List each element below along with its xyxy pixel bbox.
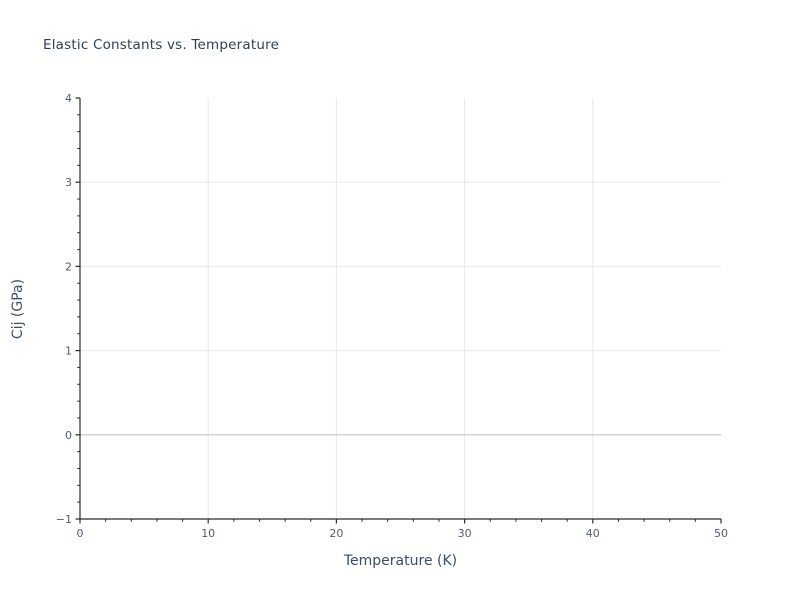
x-tick-label: 0 [77,527,84,540]
x-tick-label: 40 [586,527,600,540]
x-axis-label: Temperature (K) [343,553,458,569]
chart-title: Elastic Constants vs. Temperature [43,37,280,53]
y-axis-label: Cij (GPa) [10,278,26,340]
x-tick-label: 30 [458,527,472,540]
x-tick-label: 10 [201,527,215,540]
y-tick-label: 1 [65,345,72,358]
y-tick-label: 4 [65,92,72,105]
y-tick-label: 0 [65,429,72,442]
x-tick-label: 20 [329,527,343,540]
y-tick-label: 2 [65,260,72,273]
y-tick-label: 3 [65,176,72,189]
x-tick-label: 50 [714,527,728,540]
y-tick-label: −1 [56,513,72,526]
